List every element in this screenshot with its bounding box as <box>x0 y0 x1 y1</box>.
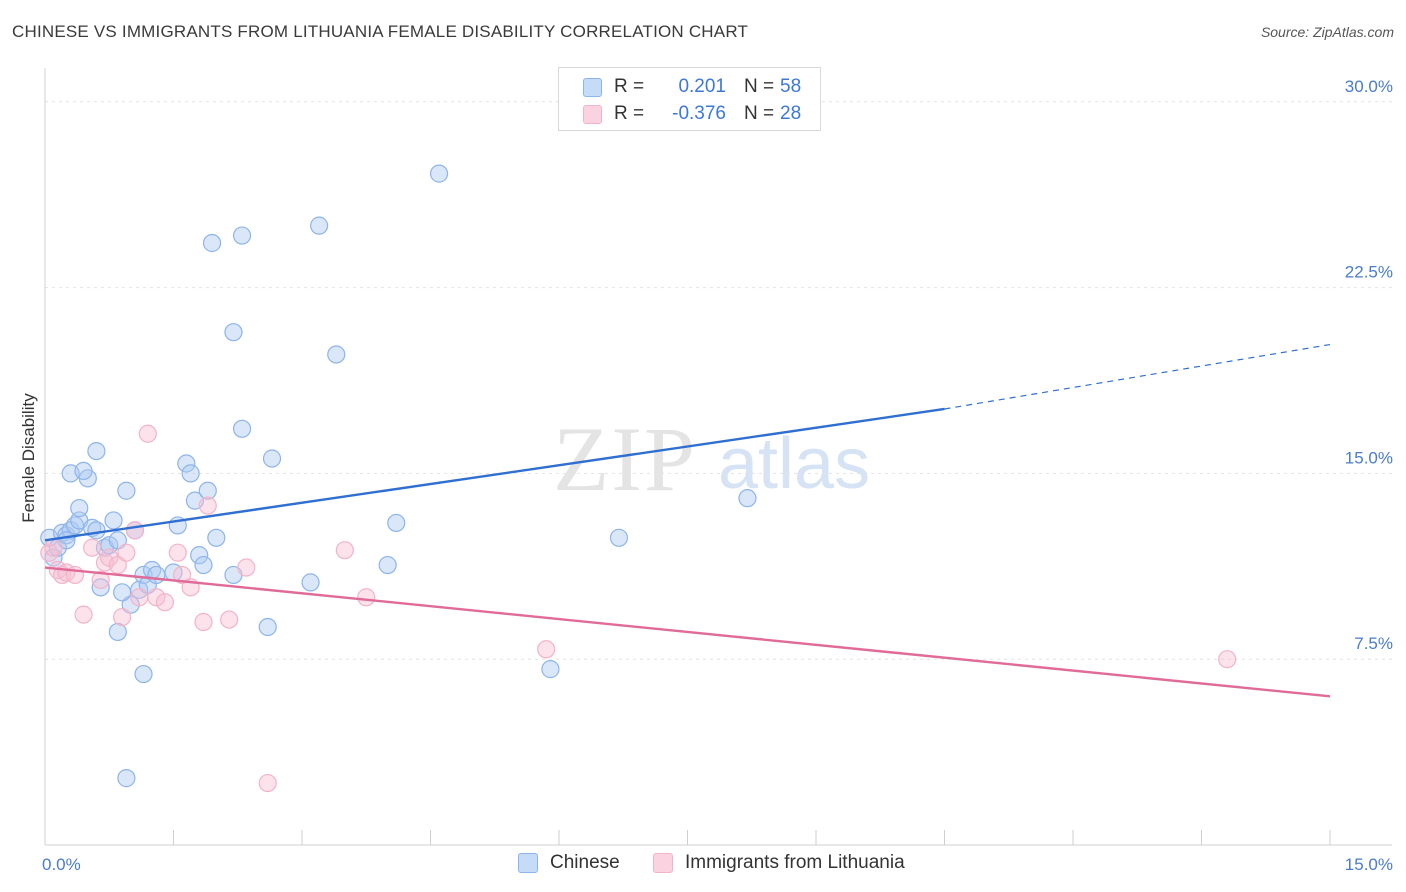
chinese-point <box>224 323 243 342</box>
chinese-point <box>117 769 136 788</box>
chinese-point <box>91 578 110 597</box>
chinese-point <box>108 622 127 642</box>
chinese-point <box>378 555 397 575</box>
chinese-point <box>117 481 136 500</box>
chinese-point <box>74 461 93 481</box>
y-tick-label: 30.0% <box>1345 77 1393 96</box>
legend-r-label: R = <box>614 103 645 124</box>
chinese-point <box>104 511 123 530</box>
chinese-point <box>87 441 106 461</box>
chinese-point <box>134 664 153 684</box>
legend-swatch-chinese <box>583 77 602 97</box>
chart-title: CHINESE VS IMMIGRANTS FROM LITHUANIA FEM… <box>12 22 749 41</box>
chinese-point <box>194 555 213 575</box>
legend-item-lithuania[interactable]: Immigrants from Lithuania <box>653 852 905 874</box>
legend-n-label: N = <box>744 76 775 97</box>
chinese-point <box>202 233 222 253</box>
lithuania-point <box>91 570 110 590</box>
legend-n-label: N = <box>744 103 775 124</box>
y-tick-label: 22.5% <box>1345 263 1393 282</box>
lithuania-point <box>117 543 136 562</box>
lithuania-point <box>138 424 157 443</box>
lithuania-point <box>198 496 217 515</box>
legend-row-chinese: R = 0.201 N = 58 <box>583 75 801 99</box>
lithuania-point <box>125 521 145 540</box>
lithuania-point <box>74 605 93 624</box>
chinese-point <box>262 449 282 468</box>
chinese-point <box>70 498 89 518</box>
chinese-point <box>258 617 277 637</box>
lithuania-point <box>335 541 354 560</box>
legend-n-value-chinese: 58 <box>780 76 802 97</box>
chinese-trend-line <box>44 407 945 542</box>
chinese-point <box>541 660 560 679</box>
chinese-point <box>112 583 132 602</box>
legend-swatch-chinese <box>518 853 538 873</box>
x-tick-label-min: 0.0% <box>42 855 81 874</box>
grid-lines <box>45 101 1392 660</box>
chinese-point <box>134 565 153 585</box>
lithuania-point <box>155 593 175 612</box>
chinese-point <box>181 464 200 483</box>
chinese-point <box>232 419 252 438</box>
x-tick-label-max: 15.0% <box>1345 855 1393 874</box>
x-tick-marks <box>173 830 1331 845</box>
legend-r-value-lithuania: -0.376 <box>672 103 726 124</box>
chinese-point <box>207 528 226 547</box>
lithuania-point <box>112 607 132 627</box>
legend-swatch-lithuania <box>583 104 602 124</box>
chinese-point <box>738 489 757 508</box>
legend-swatch-lithuania <box>653 853 673 873</box>
chinese-point <box>108 531 127 550</box>
y-tick-label: 15.0% <box>1345 448 1393 467</box>
chinese-point <box>327 345 346 364</box>
lithuania-point <box>357 588 376 607</box>
legend-n-value-lithuania: 28 <box>780 103 802 124</box>
series-legend: Chinese Immigrants from Lithuania <box>0 852 1406 878</box>
lithuania-point <box>194 612 213 632</box>
y-tick-labels: 7.5% 15.0% 22.5% 30.0% <box>1345 77 1393 653</box>
lithuania-point <box>147 588 166 607</box>
legend-item-chinese[interactable]: Chinese <box>518 852 620 874</box>
source-label: Source: ZipAtlas.com <box>1260 24 1394 40</box>
lithuania-point <box>258 773 277 793</box>
stats-legend: R = 0.201 N = 58 R = -0.376 N = 28 <box>558 67 821 131</box>
trend-lines <box>44 343 1331 698</box>
lithuania-trend-line <box>44 566 1331 698</box>
y-axis-label: Female Disability <box>19 393 38 523</box>
chinese-point <box>387 513 406 533</box>
lithuania-point <box>130 588 149 607</box>
lithuania-point <box>220 610 239 629</box>
lithuania-point <box>83 538 102 557</box>
chinese-point <box>198 481 217 500</box>
legend-r-label: R = <box>614 76 645 97</box>
legend-label-chinese: Chinese <box>550 852 620 873</box>
watermark-zip: ZIP <box>553 408 697 510</box>
legend-label-lithuania: Immigrants from Lithuania <box>685 852 905 873</box>
chinese-point <box>87 521 106 540</box>
chinese-point <box>147 565 166 585</box>
chinese-point <box>190 546 209 565</box>
lithuania-point <box>237 558 256 577</box>
chinese-point <box>609 528 629 547</box>
chinese-point <box>301 573 320 592</box>
chinese-point <box>429 164 449 183</box>
chinese-trend-extension <box>944 343 1331 410</box>
chinese-point <box>177 454 196 473</box>
lithuania-point <box>537 640 556 659</box>
series-lithuania-points <box>40 424 1237 793</box>
chinese-point <box>232 226 252 245</box>
lithuania-point <box>44 538 63 557</box>
y-tick-label: 7.5% <box>1354 634 1393 653</box>
lithuania-point <box>1218 650 1237 669</box>
lithuania-point <box>108 555 127 575</box>
lithuania-point <box>168 543 187 562</box>
lithuania-point <box>172 565 192 585</box>
legend-r-value-chinese: 0.201 <box>678 76 726 97</box>
chinese-point <box>310 216 329 235</box>
legend-row-lithuania: R = -0.376 N = 28 <box>583 102 801 126</box>
